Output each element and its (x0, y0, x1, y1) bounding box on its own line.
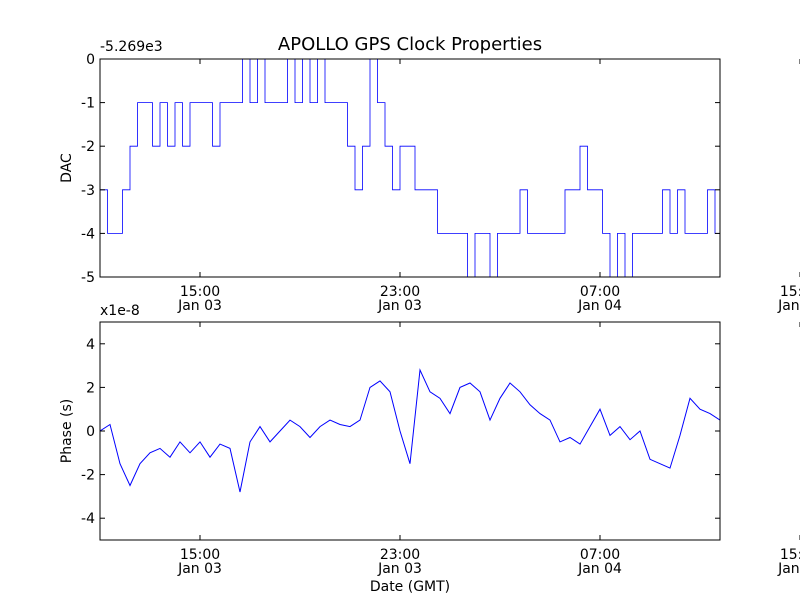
dac-y-tick-label: -5 (81, 270, 95, 286)
phase-y-axis-label: Phase (s) (59, 399, 75, 463)
dac-y-tick-label: -4 (81, 226, 95, 242)
dac-y-tick-label: 0 (86, 52, 95, 68)
dac-y-tick-label: -3 (81, 183, 95, 199)
phase-x-tick-date-label: Jan 04 (777, 561, 800, 577)
phase-panel: x1e-8 Phase (s) Date (GMT) 420-2-415:00J… (59, 303, 800, 595)
phase-x-tick-time-label: 23:00 (380, 547, 420, 563)
phase-x-tick-time-label: 07:00 (580, 547, 620, 563)
dac-offset-label: -5.269e3 (100, 39, 163, 55)
dac-x-tick-time-label: 23:00 (380, 284, 420, 300)
phase-y-tick-label: 2 (86, 380, 95, 396)
dac-y-tick-label: -1 (81, 96, 95, 112)
phase-x-axis-label: Date (GMT) (370, 579, 450, 595)
phase-x-tick-date-label: Jan 03 (377, 561, 422, 577)
dac-y-tick-label: -2 (81, 139, 95, 155)
phase-axes-frame (99, 321, 721, 541)
dac-x-tick-date-label: Jan 03 (177, 298, 222, 314)
phase-series-line (100, 368, 720, 493)
phase-x-tick-date-label: Jan 04 (577, 561, 622, 577)
phase-x-tick-time-label: 15:00 (180, 547, 220, 563)
chart-title: APOLLO GPS Clock Properties (278, 34, 542, 55)
phase-y-tick-label: -4 (81, 511, 95, 527)
dac-x-tick-date-label: Jan 04 (577, 298, 622, 314)
phase-y-tick-label: 4 (86, 337, 95, 353)
dac-x-tick-time-label: 15:00 (180, 284, 220, 300)
phase-x-tick-date-label: Jan 03 (177, 561, 222, 577)
dac-x-tick-time-label: 07:00 (580, 284, 620, 300)
phase-y-tick-label: 0 (86, 424, 95, 440)
dac-y-axis-label: DAC (59, 153, 75, 183)
dac-x-tick-time-label: 15:00 (780, 284, 800, 300)
dac-x-tick-date-label: Jan 03 (377, 298, 422, 314)
phase-x-tick-time-label: 15:00 (780, 547, 800, 563)
dac-series-line (100, 59, 720, 277)
phase-y-tick-label: -2 (81, 468, 95, 484)
phase-offset-label: x1e-8 (100, 303, 140, 319)
dac-x-tick-date-label: Jan 04 (777, 298, 800, 314)
dac-axes-frame (99, 58, 721, 278)
